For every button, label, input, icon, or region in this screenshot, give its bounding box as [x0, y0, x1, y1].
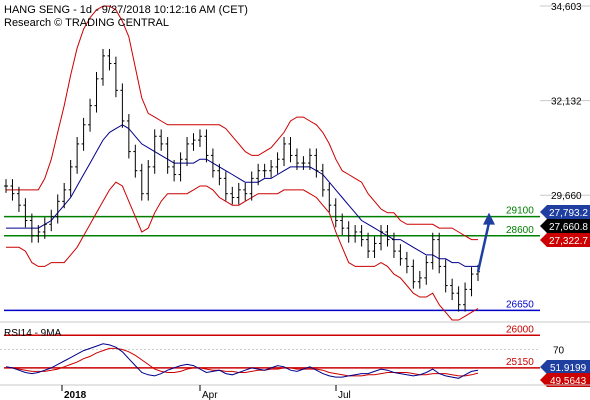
- levels-layer: 29100 28600 26650 26000 25150: [4, 206, 540, 369]
- level-label-25150: 25150: [506, 357, 534, 368]
- x-axis-labels: 2018 Apr Jul: [61, 385, 351, 400]
- price-layer: [4, 48, 495, 312]
- x-label-2018: 2018: [64, 390, 87, 400]
- level-label-26000: 26000: [506, 324, 534, 335]
- price-tag-label-1: 27,660.8: [549, 222, 588, 233]
- y-tick-label: 29,660: [551, 191, 582, 202]
- price-tag-2: [540, 233, 590, 247]
- rsi-ma-line: [6, 347, 479, 377]
- rsi-tag-1: [540, 373, 590, 387]
- chart-title: HANG SENG - 1d - 9/27/2018 10:12:16 AM (…: [4, 4, 248, 16]
- rsi-tick-label: 70: [553, 346, 565, 357]
- y-tick-label: 32,132: [551, 97, 582, 108]
- price-tag-0: [540, 205, 590, 219]
- rsi-tag-0: [540, 360, 590, 374]
- chart-subtitle: Research © TRADING CENTRAL: [4, 17, 169, 29]
- price-tags-layer: 27,793.2 27,660.8 27,322.7: [540, 205, 590, 247]
- bollinger-upper-line: [6, 5, 478, 241]
- x-label-Apr: Apr: [202, 390, 218, 400]
- y-tick-label: 34,603: [551, 2, 582, 13]
- bands-layer: [6, 5, 479, 321]
- x-label-Jul: Jul: [338, 390, 351, 400]
- rsi-line: [5, 343, 479, 379]
- level-label-26650: 26650: [506, 299, 534, 310]
- bollinger-lower-line: [6, 181, 479, 321]
- rsi-title: RSI14 - 9MA: [4, 328, 62, 339]
- level-label-28600: 28600: [506, 225, 534, 236]
- price-panel: 29100 28600 26650 26000 25150 27,793.2 27,660…: [4, 2, 590, 369]
- y-axis-ticks: 34,603 32,132 29,660: [540, 2, 590, 202]
- rsi-layer: 70 51.9199 49.5643: [0, 343, 590, 387]
- level-label-29100: 29100: [506, 206, 534, 217]
- price-tag-label-0: 27,793.2: [549, 208, 588, 219]
- projection-arrow-head: [483, 212, 495, 225]
- moving-average-line: [6, 124, 478, 267]
- price-tag-1: [540, 219, 590, 233]
- rsi-tag-label-0: 51.9199: [550, 363, 587, 374]
- price-tag-label-2: 27,322.7: [549, 236, 588, 247]
- projection-arrow-shaft: [476, 222, 491, 273]
- rsi-tag-label-1: 49.5643: [550, 376, 587, 387]
- rsi-panel: RSI14 - 9MA 70 51.9199 49.5643: [0, 328, 590, 387]
